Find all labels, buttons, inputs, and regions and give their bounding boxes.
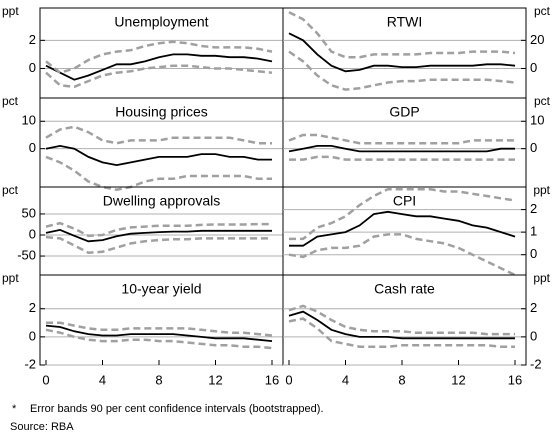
response-line — [288, 145, 515, 153]
x-tick-label: 4 — [342, 372, 349, 387]
y-tick-label: 10 — [530, 113, 544, 128]
error-band — [288, 50, 516, 91]
x-tick-label: 8 — [398, 372, 405, 387]
error-band — [45, 155, 272, 191]
panel-title: Housing prices — [115, 104, 208, 120]
x-tick-label: 16 — [265, 372, 279, 387]
y-unit: ppt — [533, 271, 550, 285]
error-band — [45, 221, 272, 238]
response-line — [288, 32, 516, 73]
y-tick-label: 2 — [29, 32, 36, 47]
panel-title: Cash rate — [374, 281, 435, 297]
y-tick-label: 2 — [29, 300, 36, 315]
error-band — [288, 133, 515, 145]
y-tick-label: 20 — [530, 32, 544, 47]
y-unit: ppt — [2, 4, 19, 18]
y-tick-label: 0 — [530, 246, 537, 261]
panel-title: Unemployment — [114, 14, 208, 30]
x-tick-label: 12 — [451, 372, 465, 387]
error-band — [45, 235, 272, 254]
panel-title: Dwelling approvals — [103, 193, 221, 209]
footnote: Error bands 90 per cent confidence inter… — [30, 403, 324, 415]
error-band — [289, 155, 515, 161]
error-band — [289, 188, 516, 241]
response-line — [45, 53, 273, 81]
y-unit: pct — [2, 183, 19, 197]
footnote-marker: * — [12, 403, 17, 415]
response-line — [45, 324, 273, 342]
x-tick-label: 8 — [155, 372, 162, 387]
x-tick-label: 12 — [208, 372, 222, 387]
error-band — [46, 321, 273, 337]
y-tick-label: 10 — [22, 113, 36, 128]
x-tick-label: 0 — [42, 372, 49, 387]
error-band — [288, 233, 516, 277]
y-unit: pct — [2, 94, 19, 108]
y-tick-label: 2 — [530, 300, 537, 315]
panel-title: CPI — [393, 193, 416, 209]
panel-title: 10-year yield — [121, 281, 201, 297]
source: Source: RBA — [10, 421, 74, 433]
y-tick-label: 0 — [530, 140, 537, 155]
y-unit: ppt — [533, 183, 550, 197]
x-tick-label: 0 — [285, 372, 292, 387]
panel-title: GDP — [389, 104, 419, 120]
response-line — [45, 144, 272, 167]
error-band — [288, 317, 515, 348]
y-unit: pct — [534, 94, 551, 108]
x-tick-label: 4 — [99, 372, 106, 387]
response-line — [289, 210, 516, 247]
panel-title: RTWI — [387, 14, 423, 30]
y-unit: pct — [534, 4, 551, 18]
response-line — [288, 310, 515, 340]
error-band — [288, 304, 515, 336]
error-band — [45, 125, 272, 145]
x-tick-label: 16 — [508, 372, 522, 387]
y-tick-label: 0 — [29, 60, 36, 75]
y-tick-label: 0 — [29, 226, 36, 241]
response-line — [45, 228, 272, 243]
y-tick-label: 50 — [22, 205, 36, 220]
y-tick-label: -2 — [530, 356, 542, 371]
y-tick-label: -2 — [24, 356, 36, 371]
y-tick-label: -50 — [17, 247, 36, 262]
y-tick-label: 2 — [530, 201, 537, 216]
y-tick-label: 0 — [530, 328, 537, 343]
y-tick-label: 0 — [29, 328, 36, 343]
y-tick-label: 0 — [530, 60, 537, 75]
y-unit: ppt — [2, 271, 19, 285]
y-tick-label: 0 — [29, 140, 36, 155]
y-tick-label: 1 — [530, 224, 537, 239]
error-band — [45, 328, 273, 350]
error-band — [45, 40, 273, 75]
